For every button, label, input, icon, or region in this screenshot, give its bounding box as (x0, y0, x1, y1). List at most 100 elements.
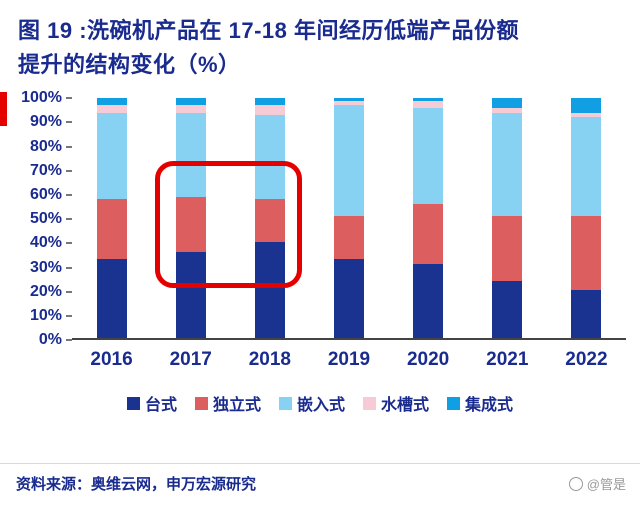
bar-group-2017 (151, 98, 230, 339)
stacked-bar (96, 98, 127, 339)
y-tick-mark (66, 218, 72, 221)
legend-swatch (194, 396, 208, 410)
y-tick-mark (66, 242, 72, 245)
bar-segment (571, 215, 602, 291)
y-tick-label: 10% (30, 307, 72, 325)
bar-segment (413, 98, 444, 101)
x-axis-label: 2016 (90, 349, 133, 371)
x-axis-label: 2019 (327, 349, 371, 371)
bar-segment (333, 105, 364, 216)
legend-swatch (126, 396, 140, 410)
watermark-logo-icon (568, 476, 583, 491)
stacked-bar (571, 98, 602, 339)
bar-segment (96, 199, 127, 259)
legend-item: 集成式 (447, 391, 513, 415)
figure-title-line2: 提升的结构变化（%） (18, 52, 241, 78)
bar-segment (571, 290, 602, 339)
bar-segment (96, 112, 127, 199)
legend-swatch (363, 396, 376, 410)
bar-segment (96, 259, 127, 339)
bar-segment (96, 98, 127, 106)
y-tick-label: 30% (30, 259, 72, 277)
stacked-bar-chart: 100% 90% 80% 70% 60% 50% 40% 30% 20% 10% 0% (0, 89, 640, 348)
legend-label: 集成式 (465, 397, 514, 415)
x-axis-label: 2022 (565, 349, 608, 371)
y-tick-text: 0% (38, 331, 62, 349)
stacked-bar (492, 98, 523, 339)
legend-item: 嵌入式 (278, 391, 345, 415)
bar-segment (413, 100, 444, 108)
red-accent-bar (0, 92, 7, 126)
bar-segment (96, 105, 127, 113)
watermark: @管是 (568, 474, 626, 493)
bar-group-2021 (468, 98, 547, 339)
figure-title: 图 19 :洗碗机产品在 17-18 年间经历低端产品份额 提升的结构变化（%） (0, 0, 640, 82)
y-tick-label: 70% (30, 162, 72, 180)
legend-item: 独立式 (194, 391, 261, 415)
y-tick-text: 20% (29, 282, 62, 300)
legend-item: 台式 (126, 391, 177, 415)
y-tick-mark (66, 97, 72, 100)
bar-segment (571, 117, 602, 216)
bar-segment (254, 199, 285, 243)
legend-swatch (278, 396, 292, 410)
y-tick-text: 30% (29, 258, 62, 276)
y-tick-label: 0% (39, 331, 72, 349)
bar-group-2018 (230, 98, 309, 339)
y-tick-label: 60% (30, 186, 72, 204)
legend-swatch (447, 396, 461, 410)
stacked-bar (413, 98, 444, 339)
y-tick-text: 10% (29, 306, 62, 324)
watermark-text: @管是 (586, 477, 626, 492)
footer: 资料来源：奥维云网，申万宏源研究 @管是 (0, 463, 640, 506)
bar-segment (254, 242, 285, 339)
y-tick-mark (66, 266, 72, 269)
bars-row (72, 98, 626, 339)
y-tick-mark (66, 169, 72, 172)
bar-segment (492, 107, 523, 113)
bar-segment (333, 100, 364, 106)
chart-legend: 台式 独立式 嵌入式 水槽式 集成式 (0, 391, 640, 415)
y-tick-text: 50% (29, 210, 62, 228)
bar-segment (254, 98, 285, 106)
y-tick-label: 40% (30, 234, 72, 252)
x-axis-labels: 2016 2017 2018 2019 2020 2021 2022 (72, 349, 640, 371)
y-tick-mark (66, 121, 72, 124)
bar-segment (413, 203, 444, 264)
legend-item: 水槽式 (363, 391, 429, 415)
bar-segment (413, 263, 444, 339)
x-axis-label: 2020 (406, 349, 450, 371)
bar-segment (571, 112, 602, 118)
bar-segment (333, 98, 364, 101)
stacked-bar (175, 98, 206, 339)
bar-group-2016 (72, 98, 151, 339)
bar-group-2022 (547, 98, 626, 339)
legend-label: 水槽式 (381, 397, 430, 415)
bar-segment (333, 215, 364, 259)
bar-segment (492, 215, 523, 281)
y-tick-label: 20% (30, 283, 72, 301)
bar-segment (492, 112, 523, 216)
y-tick-text: 80% (29, 137, 62, 155)
bar-segment (254, 115, 285, 199)
legend-label: 台式 (144, 397, 177, 415)
x-axis-label: 2021 (486, 349, 529, 371)
y-tick-label: 90% (30, 113, 72, 131)
x-axis-label: 2017 (169, 349, 212, 371)
plot-area (72, 98, 626, 341)
y-tick-label: 100% (21, 89, 72, 107)
bar-group-2020 (389, 98, 468, 339)
y-tick-text: 90% (29, 113, 62, 131)
bar-segment (175, 112, 206, 197)
bar-segment (492, 280, 523, 339)
y-tick-mark (66, 339, 72, 342)
x-axis-label: 2018 (248, 349, 291, 371)
source-text: 资料来源：奥维云网，申万宏源研究 (16, 476, 257, 493)
y-tick-text: 70% (29, 161, 62, 179)
bar-group-2019 (309, 98, 388, 339)
y-tick-mark (66, 290, 72, 293)
bar-segment (492, 98, 523, 108)
figure-title-line1: 图 19 :洗碗机产品在 17-18 年间经历低端产品份额 (18, 18, 520, 43)
y-tick-mark (66, 193, 72, 196)
